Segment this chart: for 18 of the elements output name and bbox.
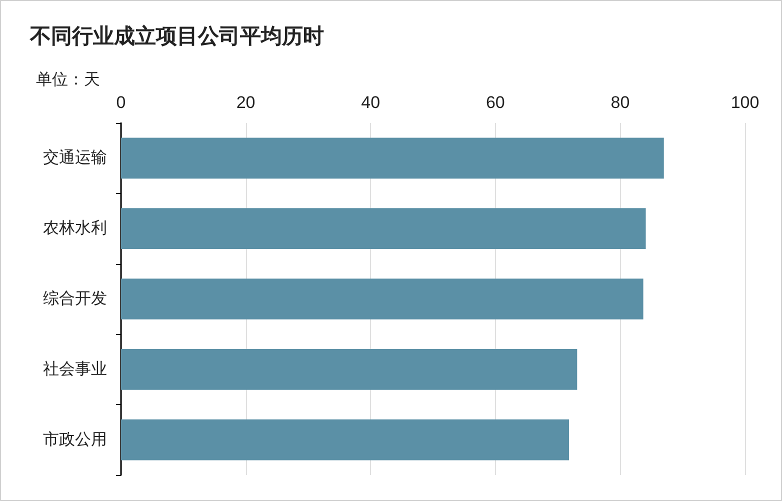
bar xyxy=(121,138,664,179)
x-tick-label: 20 xyxy=(236,93,256,112)
x-tick-label: 80 xyxy=(610,93,630,112)
bar xyxy=(121,208,646,250)
y-tick-label: 农林水利 xyxy=(43,219,107,238)
bar xyxy=(121,419,570,460)
chart-title: 不同行业成立项目公司平均历时 xyxy=(29,24,324,48)
y-tick-label: 市政公用 xyxy=(43,430,107,448)
bar xyxy=(121,348,578,390)
bar xyxy=(121,278,644,320)
y-tick-label: 交通运输 xyxy=(43,148,107,167)
x-tick-label: 40 xyxy=(361,93,380,112)
x-tick-label: 60 xyxy=(486,93,505,112)
x-tick-label: 0 xyxy=(116,93,126,112)
y-tick-label: 社会事业 xyxy=(43,360,107,378)
x-tick-label: 100 xyxy=(730,93,760,112)
y-tick-label: 综合开发 xyxy=(43,290,107,308)
y-axis-title: 单位：天 xyxy=(36,70,100,88)
